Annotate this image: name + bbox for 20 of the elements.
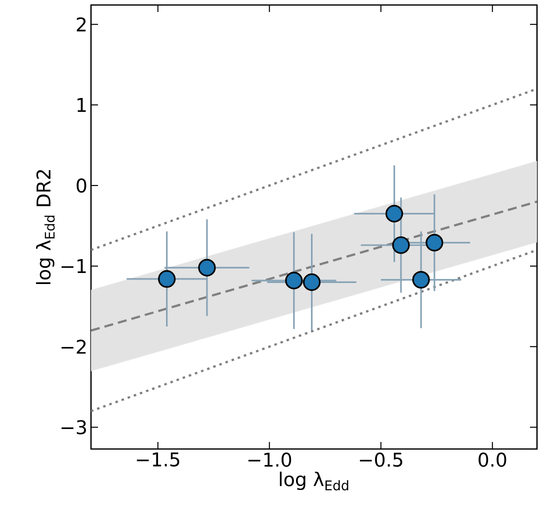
y-tick-label: −1 [62,259,86,273]
x-tick-label: −1.0 [248,452,292,467]
point [158,270,176,288]
y-tick-label: 2 [76,17,86,32]
x-tick-label: −0.5 [360,452,402,467]
point [285,272,303,290]
point [392,236,410,254]
point [412,270,430,289]
point [302,273,321,291]
x-tick-label: 0.0 [478,452,506,467]
y-tick-label: 1 [78,98,86,112]
y-tick-label: 0 [76,178,86,193]
x-tick-label: −1.5 [136,452,180,467]
y-tick-label: −3 [62,420,86,434]
x-axis-title: log λ$_{Edd}$ [280,472,348,490]
point [426,234,444,252]
point [385,204,404,223]
point [198,258,216,276]
y-tick-label: −2 [62,340,86,354]
y-axis-title: log λ$_{Edd}$ DR2 [36,170,55,284]
